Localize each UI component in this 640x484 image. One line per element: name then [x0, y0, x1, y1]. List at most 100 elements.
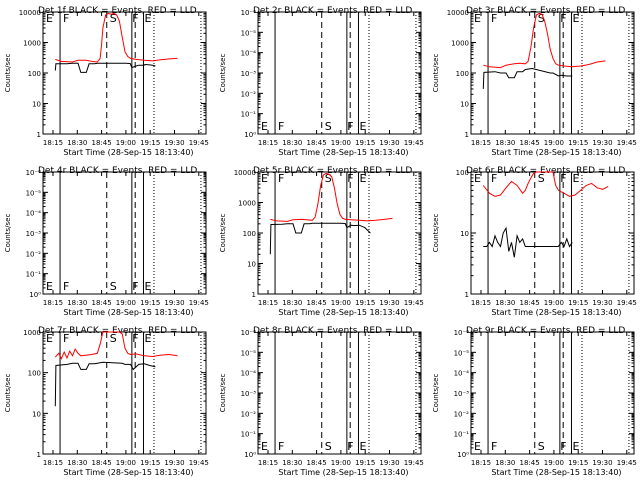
- x-tick-label: 18:30: [282, 459, 302, 467]
- x-tick-label: 19:45: [189, 459, 209, 467]
- x-tick-label: 19:15: [355, 459, 375, 467]
- chart-title: Det 3r BLACK = Events, RED = LLD: [466, 6, 625, 16]
- chart-title: Det 5r BLACK = Events, RED = LLD: [253, 166, 412, 176]
- flag-label-F: F: [63, 12, 69, 25]
- y-tick-label: 10⁻²: [241, 410, 257, 418]
- y-tick-label: 1000: [238, 200, 256, 208]
- flag-label-S: S: [538, 172, 545, 185]
- flag-label-F: F: [278, 172, 284, 185]
- x-tick-label: 19:30: [379, 139, 399, 147]
- flag-label-F: F: [63, 332, 69, 345]
- flag-label-S: S: [325, 172, 332, 185]
- y-tick-label: 10⁻⁶: [26, 169, 42, 177]
- y-tick-label: 10⁻⁴: [26, 210, 42, 218]
- x-axis-label: Start Time (28-Sep-15 18:13:40): [491, 308, 621, 317]
- y-tick-label: 10⁻¹: [241, 431, 257, 439]
- chart-panel-6: Det 6r BLACK = Events, RED = LLD Counts/s…: [432, 166, 637, 317]
- y-tick-label: 1: [37, 451, 41, 459]
- x-tick-label: 19:15: [568, 459, 588, 467]
- x-tick-label: 19:30: [592, 139, 612, 147]
- x-tick-label: 18:30: [67, 299, 87, 307]
- x-tick-label: 19:30: [164, 139, 184, 147]
- chart-title: Det 1f BLACK = Events, RED = LLD: [38, 6, 197, 16]
- x-tick-label: 19:45: [189, 299, 209, 307]
- chart-panel-3: Det 3r BLACK = Events, RED = LLD Counts/s…: [432, 6, 637, 157]
- y-axis-label: Counts/sec: [4, 374, 12, 413]
- x-tick-label: 19:15: [140, 459, 160, 467]
- x-tick-label: 19:00: [544, 139, 564, 147]
- plot-frame: [42, 331, 207, 455]
- flag-label-F: F: [347, 440, 353, 453]
- plot-frame: [42, 171, 207, 295]
- flag-label-F: F: [560, 440, 566, 453]
- x-tick-label: 19:45: [189, 139, 209, 147]
- x-tick-label: 18:15: [258, 459, 278, 467]
- x-tick-label: 19:00: [331, 459, 351, 467]
- plot-frame: [42, 11, 207, 135]
- y-tick-label: 10⁻³: [454, 390, 470, 398]
- x-axis-label: Start Time (28-Sep-15 18:13:40): [491, 468, 621, 477]
- x-tick-label: 18:15: [471, 459, 491, 467]
- y-tick-label: 10⁰: [457, 451, 469, 459]
- y-axis-label: Counts/sec: [432, 54, 440, 93]
- x-axis-label: Start Time (28-Sep-15 18:13:40): [63, 308, 193, 317]
- y-tick-label: 10⁻²: [26, 250, 42, 258]
- flag-label-F: F: [132, 12, 138, 25]
- y-tick-label: 100: [28, 370, 41, 378]
- lld-series-line: [54, 331, 178, 360]
- y-tick-label: 100: [456, 70, 469, 78]
- events-series-line: [269, 222, 371, 255]
- y-tick-label: 1: [465, 131, 469, 139]
- x-tick-label: 19:30: [592, 299, 612, 307]
- y-axis-label: Counts/sec: [432, 214, 440, 253]
- x-tick-label: 19:30: [379, 459, 399, 467]
- x-tick-label: 19:15: [568, 139, 588, 147]
- flag-label-F: F: [278, 120, 284, 133]
- chart-title: Det 9r BLACK = Events, RED = LLD: [466, 326, 625, 336]
- y-tick-label: 10⁻⁵: [241, 349, 257, 357]
- lld-series-line: [483, 12, 606, 69]
- flag-label-F: F: [491, 440, 497, 453]
- y-tick-label: 1000: [23, 329, 41, 337]
- x-tick-label: 18:15: [471, 139, 491, 147]
- x-tick-label: 19:00: [544, 299, 564, 307]
- flag-label-E: E: [359, 440, 366, 453]
- chart-panel-2: Det 2r BLACK = Events, RED = LLD Counts/s…: [219, 6, 424, 157]
- y-tick-label: 100: [28, 70, 41, 78]
- y-tick-label: 10⁻³: [241, 70, 257, 78]
- x-tick-label: 18:15: [258, 299, 278, 307]
- lld-series-line: [482, 171, 609, 197]
- y-tick-label: 10⁻⁶: [454, 329, 470, 337]
- flag-label-E: E: [572, 440, 579, 453]
- x-axis-label: Start Time (28-Sep-15 18:13:40): [278, 148, 408, 157]
- flag-label-E: E: [261, 440, 268, 453]
- y-tick-label: 10: [32, 101, 41, 109]
- x-tick-label: 19:15: [140, 299, 160, 307]
- flag-label-E: E: [46, 280, 53, 293]
- chart-title: Det 7r BLACK = Events, RED = LLD: [38, 326, 197, 336]
- x-tick-label: 18:30: [282, 139, 302, 147]
- flag-label-E: E: [572, 12, 579, 25]
- flag-label-F: F: [63, 280, 69, 293]
- flag-label-S: S: [325, 440, 332, 453]
- y-tick-label: 10⁻²: [241, 90, 257, 98]
- y-tick-label: 10⁻⁴: [241, 50, 257, 58]
- y-tick-label: 10: [460, 101, 469, 109]
- x-tick-label: 18:30: [495, 139, 515, 147]
- x-tick-label: 18:45: [92, 139, 112, 147]
- flag-label-S: S: [110, 280, 117, 293]
- flag-label-E: E: [144, 12, 151, 25]
- x-tick-label: 19:00: [544, 459, 564, 467]
- y-tick-label: 1: [465, 291, 469, 299]
- x-tick-label: 18:30: [282, 299, 302, 307]
- chart-panel-8: Det 8r BLACK = Events, RED = LLD Counts/s…: [219, 326, 424, 477]
- x-tick-label: 19:15: [355, 299, 375, 307]
- flag-label-E: E: [474, 12, 481, 25]
- x-tick-label: 18:30: [67, 459, 87, 467]
- x-tick-label: 19:45: [617, 299, 637, 307]
- x-tick-label: 18:45: [307, 459, 327, 467]
- flag-label-E: E: [261, 172, 268, 185]
- x-tick-label: 19:00: [116, 139, 136, 147]
- y-tick-label: 10⁻⁴: [241, 370, 257, 378]
